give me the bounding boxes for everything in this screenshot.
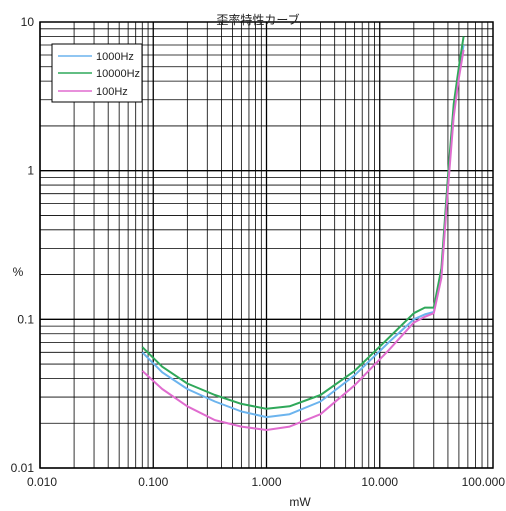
x-tick-label: 1.000 — [251, 475, 281, 489]
y-tick-label: 0.1 — [17, 312, 34, 326]
y-tick-label: 10 — [21, 15, 35, 29]
x-tick-label: 0.100 — [138, 475, 168, 489]
legend-label-1000hz: 1000Hz — [96, 51, 134, 63]
x-tick-label: 10.000 — [361, 475, 398, 489]
x-tick-labels: 0.010 0.100 1.000 10.000 100.000 — [27, 475, 505, 489]
plot-frame — [39, 21, 494, 469]
series-layer — [141, 36, 465, 431]
y-tick-label: 0.01 — [11, 461, 35, 475]
x-tick-label: 100.000 — [462, 475, 506, 489]
series-line-100hz — [141, 49, 465, 431]
legend-label-100hz: 100Hz — [96, 86, 128, 98]
legend-label-10000hz: 10000Hz — [96, 68, 140, 80]
y-tick-labels: 0.01 0.1 1 10 — [11, 15, 35, 475]
x-axis-label: mW — [289, 495, 311, 509]
y-tick-label: 1 — [27, 164, 34, 178]
y-axis-label: % — [13, 265, 24, 279]
legend: 1000Hz 10000Hz 100Hz — [51, 43, 143, 103]
x-tick-label: 0.010 — [27, 475, 57, 489]
chart-title: 歪率特性カーブ — [216, 12, 299, 27]
